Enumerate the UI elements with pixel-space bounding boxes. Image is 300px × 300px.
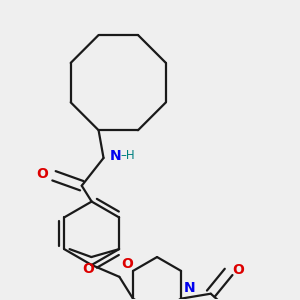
Text: O: O [122, 257, 133, 271]
Text: O: O [232, 263, 244, 277]
Text: N: N [184, 281, 196, 295]
Text: O: O [82, 262, 94, 276]
Text: N: N [110, 149, 121, 163]
Text: O: O [36, 167, 48, 181]
Text: –H: –H [120, 149, 135, 163]
